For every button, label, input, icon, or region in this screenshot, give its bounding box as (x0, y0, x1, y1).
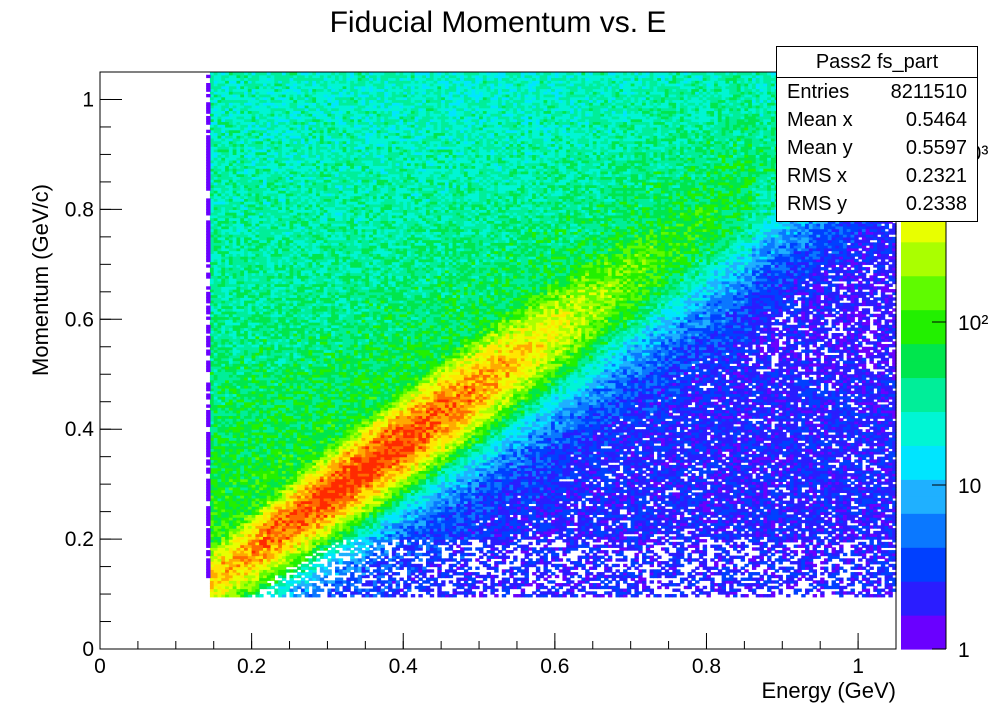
heatmap-cell (263, 72, 267, 75)
heatmap-cell (252, 72, 256, 75)
heatmap-cell (271, 72, 275, 75)
heatmap-cell (274, 589, 278, 592)
heatmap-cell (229, 72, 233, 75)
heatmap-cell (244, 72, 248, 75)
heatmap-cell (221, 72, 225, 75)
heatmap-cell (271, 594, 275, 597)
heatmap-cell (225, 72, 229, 75)
heatmap-cell (233, 72, 237, 75)
heatmap-cell (267, 591, 271, 594)
heatmap-cell (214, 72, 218, 75)
heatmap-cell (271, 586, 275, 589)
heatmap-cell (259, 72, 263, 75)
heatmap-cell (267, 583, 271, 586)
heatmap-cell (255, 72, 259, 75)
heatmap-cell (218, 72, 222, 75)
heatmap-cell (236, 72, 240, 75)
heatmap-cell (267, 72, 271, 75)
heatmap-cell (259, 594, 263, 597)
heatmap-cell (248, 72, 252, 75)
heatmap-cell (210, 72, 214, 75)
heatmap-cell (240, 72, 244, 75)
